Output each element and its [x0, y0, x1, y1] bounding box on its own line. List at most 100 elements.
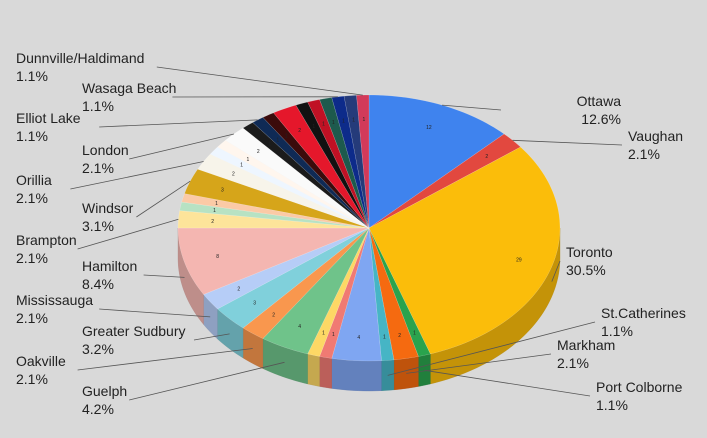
slice-value-label: 8	[216, 254, 219, 260]
leader-line-toronto	[551, 260, 561, 282]
leader-line-greater-sudbury	[193, 333, 230, 341]
label-dunnville-haldimand: Dunnville/Haldimand	[16, 50, 144, 66]
slice-value-label: 1	[332, 120, 335, 126]
pct-vaughan: 2.1%	[628, 146, 660, 162]
slice-value-label: 3	[221, 188, 224, 194]
pct-st-catherines: 1.1%	[601, 323, 633, 339]
pct-markham: 2.1%	[557, 355, 589, 371]
slice-value-label: 1	[247, 157, 250, 163]
slice-value-label: 1	[276, 137, 279, 143]
slice-value-label: 1	[383, 335, 386, 341]
pct-wasaga-beach: 1.1%	[82, 98, 114, 114]
pie-slice-guelph	[262, 227, 370, 355]
label-elliot-lake: Elliot Lake	[16, 110, 81, 126]
slice-value-label: 2	[272, 313, 275, 319]
pie-side-slice-7	[319, 356, 332, 389]
label-vaughan: Vaughan	[628, 128, 683, 144]
slice-value-label: 29	[516, 258, 522, 264]
pct-hamilton: 8.4%	[82, 276, 114, 292]
leader-line-markham	[406, 353, 552, 374]
pie-slice-port-colborne	[368, 227, 431, 357]
slice-value-label: 2	[398, 333, 401, 339]
slice-value-label: 2	[211, 219, 214, 225]
slice-value-label: 1	[240, 163, 243, 169]
slice-value-label: 2	[237, 287, 240, 293]
slice-value-label: 1	[332, 332, 335, 338]
leader-line-orillia	[70, 161, 204, 190]
pct-elliot-lake: 1.1%	[16, 128, 48, 144]
label-st-catherines: St.Catherines	[601, 305, 686, 321]
pct-london: 2.1%	[82, 160, 114, 176]
pct-guelph: 4.2%	[82, 401, 114, 417]
label-greater-sudbury: Greater Sudbury	[82, 323, 186, 339]
pct-ottawa: 12.6%	[581, 111, 621, 127]
pie-labels: Ottawa 12.6% Vaughan 2.1% Toronto 30.5% Port C…	[16, 50, 686, 417]
slice-value-label: 1	[268, 142, 271, 148]
label-toronto: Toronto	[566, 244, 613, 260]
pie-slice-london	[225, 127, 370, 229]
pie-slice-slice-27	[307, 99, 370, 229]
label-mississauga: Mississauga	[16, 292, 93, 308]
slice-value-label: 1	[322, 122, 325, 128]
leader-line-vaughan	[512, 139, 623, 146]
pie-slice-slice-25	[273, 104, 370, 229]
pie-slice-toronto	[368, 146, 561, 355]
pie-side-slice-8	[307, 353, 320, 387]
leader-line-guelph	[129, 361, 285, 401]
pie-slice-slice-8	[307, 227, 370, 357]
label-orillia: Orillia	[16, 172, 52, 188]
label-guelph: Guelph	[82, 383, 127, 399]
slice-value-label: 1	[363, 117, 366, 123]
pie-side-walls	[177, 227, 561, 392]
slice-value-label: 2	[298, 128, 301, 134]
pie-slice-ottawa	[368, 94, 505, 229]
slice-value-label: 4	[357, 335, 360, 341]
leader-line-hamilton	[143, 274, 185, 278]
slice-value-label: 2	[257, 149, 260, 155]
slice-value-label: 3	[253, 301, 256, 307]
slice-value-label: 1	[413, 330, 416, 336]
pie-slice-oakville	[242, 227, 370, 339]
pct-port-colborne: 1.1%	[596, 397, 628, 413]
leader-line-windsor	[136, 180, 191, 218]
pie-slice-hamilton	[177, 227, 370, 295]
pct-brampton: 2.1%	[16, 250, 48, 266]
label-port-colborne: Port Colborne	[596, 379, 683, 395]
label-markham: Markham	[557, 337, 615, 353]
slice-value-label: 1	[312, 124, 315, 130]
pie-slice-windsor	[184, 168, 370, 229]
label-windsor: Windsor	[82, 200, 134, 216]
slice-value-label: 1	[342, 118, 345, 124]
pct-orillia: 2.1%	[16, 190, 48, 206]
slice-value-label: 1	[215, 201, 218, 207]
pct-greater-sudbury: 3.2%	[82, 341, 114, 357]
label-london: London	[82, 142, 129, 158]
pct-mississauga: 2.1%	[16, 310, 48, 326]
slice-value-label: 1	[213, 208, 216, 214]
pie-side-slice-6	[331, 358, 382, 392]
pct-oakville: 2.1%	[16, 371, 48, 387]
label-hamilton: Hamilton	[82, 258, 137, 274]
leader-line-st-catherines	[387, 321, 596, 376]
pct-toronto: 30.5%	[566, 262, 606, 278]
pct-dunnville-haldimand: 1.1%	[16, 68, 48, 84]
pie-slice-slice-6	[331, 227, 382, 362]
slice-value-label: 12	[426, 125, 432, 131]
pie-slice-greater-sudbury	[217, 227, 370, 329]
pie-slice-markham	[368, 227, 419, 361]
label-brampton: Brampton	[16, 232, 77, 248]
label-ottawa: Ottawa	[577, 93, 622, 109]
slice-value-label: 2	[232, 172, 235, 178]
slice-value-label: 1	[322, 330, 325, 336]
slice-value-label: 1	[352, 118, 355, 124]
leader-line-oakville	[77, 348, 253, 371]
leader-line-brampton	[77, 218, 179, 250]
label-oakville: Oakville	[16, 353, 66, 369]
leader-line-dunnville-haldimand	[156, 66, 363, 96]
pie-slice-brampton	[177, 210, 370, 229]
leader-line-london	[129, 133, 234, 160]
leader-line-elliot-lake	[99, 119, 258, 128]
